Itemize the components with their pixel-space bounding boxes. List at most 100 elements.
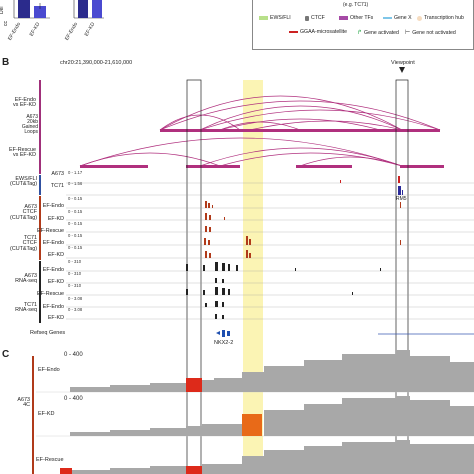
panel-c-letter: C xyxy=(2,349,10,360)
genomic-coords: chr20:21,390,000-21,610,000 xyxy=(60,60,133,66)
ctcf-peak xyxy=(205,226,207,232)
ews-track-range: 0 - 1.56 xyxy=(68,181,83,186)
rna-peak xyxy=(228,264,230,271)
ctcf-peak xyxy=(400,240,401,245)
bar-ef-endo-2 xyxy=(78,0,88,18)
4c-highlight-peak xyxy=(186,466,202,474)
4c-track-name: EF-Rescue xyxy=(36,457,64,463)
ctcf-peak xyxy=(208,240,210,245)
ctcf-peak xyxy=(246,236,248,245)
rna-peak xyxy=(203,265,205,271)
rna-peak xyxy=(228,289,230,295)
legend-note: (e.g. TC71) xyxy=(343,2,369,8)
ctcf-peak xyxy=(204,238,206,245)
ews-label: EWS/FLI (CUT&Tag) xyxy=(10,176,37,188)
rna-peak xyxy=(222,302,224,307)
ctcf-track-name: EF-Endo xyxy=(42,240,64,246)
4c-highlight-peak xyxy=(60,468,72,474)
ctcf-peak xyxy=(209,253,211,258)
legend-item-other-tfs: Other TFs xyxy=(339,15,373,21)
rna-track-name: EF-Endo xyxy=(42,304,64,310)
ctcf-track-name: EF-Rescue xyxy=(37,228,64,234)
bar-ef-kd-2 xyxy=(92,0,102,18)
ews-track-name: TC71 xyxy=(50,183,64,189)
ctcf-peak xyxy=(249,253,251,258)
ctcf-peak xyxy=(205,251,207,258)
legend-item-gene-activated: ↱ Gene activated xyxy=(357,29,399,37)
rna-track-range: 0 - 310 xyxy=(68,259,82,264)
legend-item-gene-x: Gene X xyxy=(383,15,412,21)
rna-tc71-label: TC71 RNA-seq xyxy=(15,302,37,314)
4c-track-range: 0 - 400 xyxy=(64,396,83,402)
gene-arrow-icon xyxy=(216,331,220,335)
loop-anchor-bar xyxy=(296,165,352,168)
rna-peak xyxy=(203,290,205,295)
viewpoint-marker xyxy=(399,67,405,73)
4c-track-name: EF-Endo xyxy=(38,367,60,373)
legend-swatch xyxy=(383,17,392,19)
rna-a673-label: A673 RNA-seq xyxy=(15,273,37,285)
loop-anchor-bar xyxy=(186,165,240,168)
ctcf-peak xyxy=(249,239,251,245)
ctcf-peak xyxy=(209,215,211,220)
rna-peak xyxy=(215,262,218,271)
legend-item-transcription-hub: Transcription hub xyxy=(417,15,464,21)
ctcf-peak xyxy=(208,203,210,208)
ctcf-track-range: 0 - 0.15 xyxy=(68,221,83,226)
legend-swatch xyxy=(305,15,309,21)
ctcf-tc71-label: TC71 CTCF (CUT&Tag) xyxy=(10,235,37,252)
rna-peak xyxy=(236,265,238,271)
rna-peak xyxy=(186,289,188,295)
rna-peak xyxy=(222,279,224,283)
ctcf-peak xyxy=(212,205,213,208)
ctcf-track-name: EF-KD xyxy=(47,216,64,222)
loops-b-label: EF-Rescue vs EF-KD xyxy=(9,147,36,159)
group-bar-rna xyxy=(39,261,41,323)
rna-track-range: 0 - 3.08 xyxy=(68,307,83,312)
legend-swatch xyxy=(339,16,348,20)
ctcf-track-range: 0 - 0.15 xyxy=(68,209,83,214)
rna-track-name: EF-KD xyxy=(47,279,64,285)
rna-track-name: EF-KD xyxy=(47,315,64,321)
panel-a-bars xyxy=(13,0,104,19)
panel-b-letter: B xyxy=(2,57,10,68)
region-box-left xyxy=(186,79,202,474)
rna-peak xyxy=(380,268,381,271)
ews-peak xyxy=(398,186,401,195)
ctcf-track-range: 0 - 0.15 xyxy=(68,245,83,250)
rm5-label: RM5 xyxy=(396,196,407,202)
ews-track-range: 0 - 1.17 xyxy=(68,170,83,175)
ews-track-name: A673 xyxy=(51,171,64,177)
rna-peak xyxy=(215,314,217,319)
4c-highlight-peak xyxy=(242,414,262,436)
rna-track-range: 0 - 310 xyxy=(68,271,82,276)
arrow-icon: ↱ xyxy=(357,30,363,36)
4c-track-range: 0 - 400 xyxy=(64,352,83,358)
legend-swatch xyxy=(259,16,268,20)
legend-item-ctcf: CTCF xyxy=(305,15,325,21)
loop-anchor-bar xyxy=(80,165,148,168)
group-bar-loops xyxy=(39,80,41,174)
legend-swatch xyxy=(289,31,298,33)
ctcf-track-range: 0 - 0.15 xyxy=(68,233,83,238)
ctcf-peak xyxy=(400,202,401,208)
rna-peak xyxy=(215,278,217,283)
gene-label: NKX2-2 xyxy=(214,340,234,346)
ews-peak xyxy=(402,190,403,195)
rna-peak xyxy=(352,292,353,295)
4c-track-name: EF-KD xyxy=(38,411,55,417)
legend-item-ggaa: GGAA-microsatellite xyxy=(289,29,347,35)
rna-peak xyxy=(215,301,218,307)
rna-track-range: 0 - 3.08 xyxy=(68,296,83,301)
legend: (e.g. TC71) EWS/FLI CTCF Other TFs Gene … xyxy=(252,0,474,50)
blocked-icon: ⊢ xyxy=(405,30,411,36)
loops-group-label: A673 20kb Gained Loops xyxy=(21,114,38,135)
ctcf-peak xyxy=(224,217,225,220)
gene-exon xyxy=(222,330,225,337)
loop-anchor-bar xyxy=(160,129,440,132)
rna-track-range: 0 - 310 xyxy=(68,283,82,288)
rna-peak xyxy=(215,287,218,295)
rna-track-name: EF-Rescue xyxy=(37,291,64,297)
